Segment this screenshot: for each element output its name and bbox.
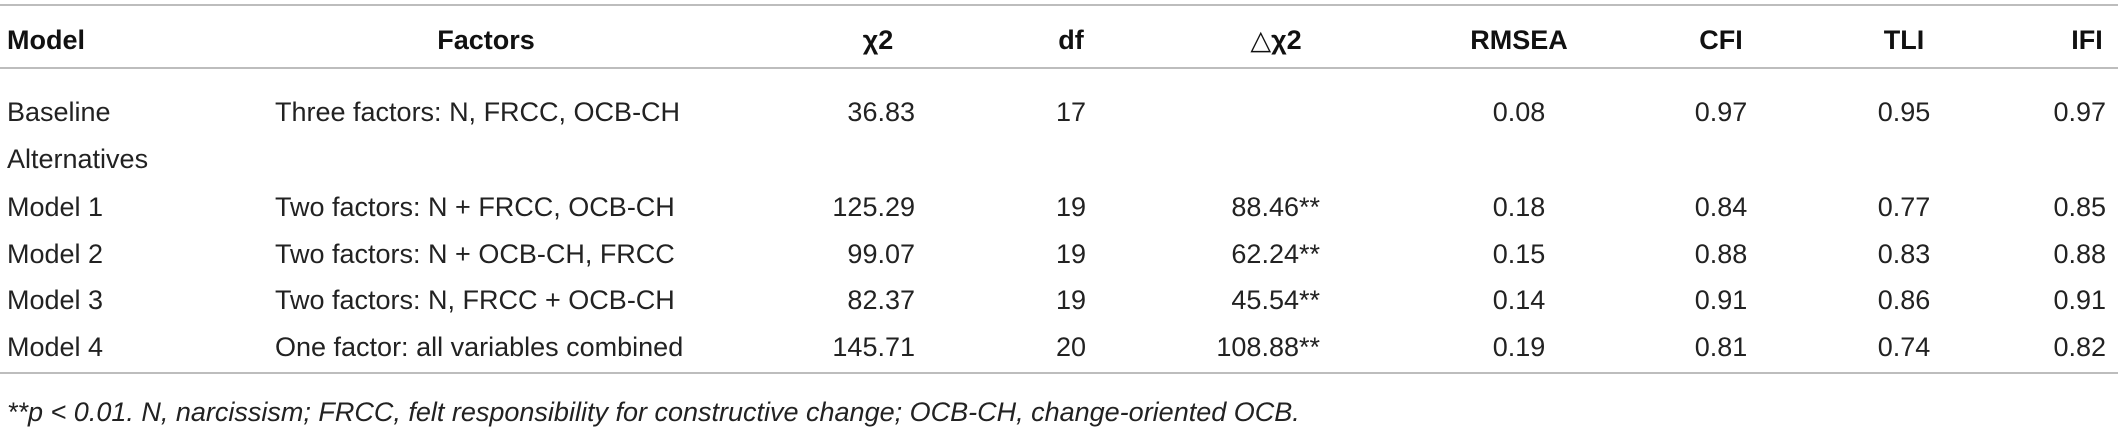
column-header: RMSEA bbox=[1470, 25, 1568, 55]
table-cell: Model 4 bbox=[7, 332, 104, 362]
table-cell: 17 bbox=[1055, 97, 1087, 127]
column-header: χ2 bbox=[862, 25, 894, 55]
table-cell: 145.71 bbox=[832, 332, 915, 362]
table-cell: 0.81 bbox=[1694, 332, 1748, 362]
bottom-rule bbox=[0, 372, 2118, 374]
table-cell: 0.18 bbox=[1492, 192, 1546, 222]
table-cell: 0.88 bbox=[2053, 239, 2106, 269]
table-cell: 99.07 bbox=[847, 239, 915, 269]
column-header: Model bbox=[7, 25, 85, 55]
table-cell: Two factors: N + FRCC, OCB-CH bbox=[275, 192, 675, 222]
column-header: Factors bbox=[437, 25, 535, 55]
header-rule bbox=[0, 67, 2118, 69]
column-header: △χ2 bbox=[1250, 25, 1302, 55]
table-cell: 0.84 bbox=[1694, 192, 1748, 222]
table-cell: 0.14 bbox=[1492, 285, 1546, 315]
table-cell: 0.97 bbox=[2053, 97, 2106, 127]
table-cell: 0.97 bbox=[1694, 97, 1748, 127]
table-cell: Alternatives bbox=[7, 144, 149, 174]
table-cell: Two factors: N + OCB-CH, FRCC bbox=[275, 239, 675, 269]
table-cell: 0.74 bbox=[1877, 332, 1931, 362]
column-header: IFI bbox=[2071, 25, 2103, 55]
table-cell: Model 2 bbox=[7, 239, 104, 269]
table-cell: 125.29 bbox=[832, 192, 915, 222]
table-cell: 0.88 bbox=[1694, 239, 1748, 269]
table-cell: 36.83 bbox=[847, 97, 915, 127]
table-cell: Model 3 bbox=[7, 285, 104, 315]
table-cell: 45.54** bbox=[1231, 285, 1320, 315]
table-cell: 0.95 bbox=[1877, 97, 1931, 127]
table-cell: 108.88** bbox=[1216, 332, 1320, 362]
table-cell: 0.86 bbox=[1877, 285, 1931, 315]
column-header: df bbox=[1058, 25, 1084, 55]
table-cell: 0.15 bbox=[1492, 239, 1546, 269]
table-cell: 0.85 bbox=[2053, 192, 2106, 222]
table-cell: Three factors: N, FRCC, OCB-CH bbox=[275, 97, 681, 127]
table-cell: 62.24** bbox=[1231, 239, 1320, 269]
table-cell: 0.77 bbox=[1877, 192, 1931, 222]
table-cell: 0.91 bbox=[1694, 285, 1748, 315]
table-cell: 88.46** bbox=[1231, 192, 1320, 222]
table-cell: 0.08 bbox=[1492, 97, 1546, 127]
table-cell: 19 bbox=[1055, 239, 1087, 269]
table-cell: 82.37 bbox=[847, 285, 915, 315]
column-header: CFI bbox=[1699, 25, 1743, 55]
column-header: TLI bbox=[1883, 25, 1925, 55]
footnote: **p < 0.01. N, narcissism; FRCC, felt re… bbox=[7, 397, 1300, 427]
table-cell: 0.82 bbox=[2053, 332, 2106, 362]
table-cell: 0.83 bbox=[1877, 239, 1931, 269]
table-cell: 0.91 bbox=[2053, 285, 2106, 315]
table-cell: One factor: all variables combined bbox=[275, 332, 684, 362]
table-cell: 19 bbox=[1055, 192, 1087, 222]
table-cell: 20 bbox=[1055, 332, 1087, 362]
top-rule bbox=[0, 4, 2118, 6]
table-cell: Model 1 bbox=[7, 192, 104, 222]
table-cell: Two factors: N, FRCC + OCB-CH bbox=[275, 285, 675, 315]
table-cell: 0.19 bbox=[1492, 332, 1546, 362]
table-cell: Baseline bbox=[7, 97, 111, 127]
table-cell: 19 bbox=[1055, 285, 1087, 315]
